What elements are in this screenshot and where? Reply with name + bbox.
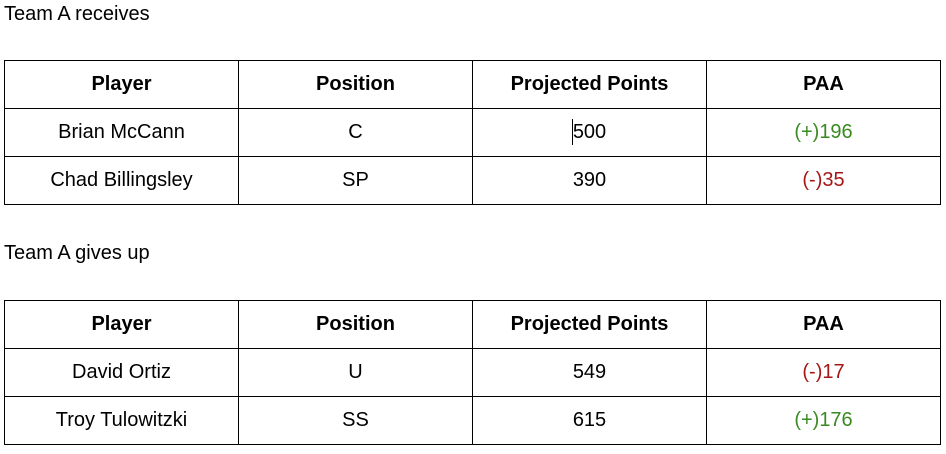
table-header-row: Player Position Projected Points PAA [4,60,941,109]
text-cursor [571,119,574,145]
table-header-row: Player Position Projected Points PAA [4,300,941,349]
points-value-with-cursor: 500 [571,119,607,145]
column-header-position: Position [238,60,473,109]
projected-points-cell[interactable]: 500 [472,108,707,157]
section-heading-gives-up: Team A gives up [4,242,150,264]
table-row: David Ortiz U 549 (-)17 [4,348,941,397]
paa-cell: (+)176 [706,396,941,445]
paa-cell: (-)35 [706,156,941,205]
column-header-projected-points: Projected Points [472,300,707,349]
projected-points-cell: 549 [472,348,707,397]
table-row: Chad Billingsley SP 390 (-)35 [4,156,941,205]
player-cell: Troy Tulowitzki [4,396,239,445]
column-header-paa: PAA [706,300,941,349]
position-cell: U [238,348,473,397]
position-cell: SS [238,396,473,445]
column-header-paa: PAA [706,60,941,109]
gives-up-table: Player Position Projected Points PAA Dav… [4,300,941,445]
column-header-projected-points: Projected Points [472,60,707,109]
position-cell: C [238,108,473,157]
projected-points-cell: 615 [472,396,707,445]
position-cell: SP [238,156,473,205]
column-header-player: Player [4,60,239,109]
table-row: Troy Tulowitzki SS 615 (+)176 [4,396,941,445]
column-header-position: Position [238,300,473,349]
projected-points-cell: 390 [472,156,707,205]
column-header-player: Player [4,300,239,349]
player-cell: David Ortiz [4,348,239,397]
paa-cell: (-)17 [706,348,941,397]
section-heading-receives: Team A receives [4,3,150,25]
player-cell: Chad Billingsley [4,156,239,205]
table-row: Brian McCann C 500 (+)196 [4,108,941,157]
paa-cell: (+)196 [706,108,941,157]
projected-points-value: 500 [572,121,607,143]
player-cell: Brian McCann [4,108,239,157]
receives-table: Player Position Projected Points PAA Bri… [4,60,941,205]
